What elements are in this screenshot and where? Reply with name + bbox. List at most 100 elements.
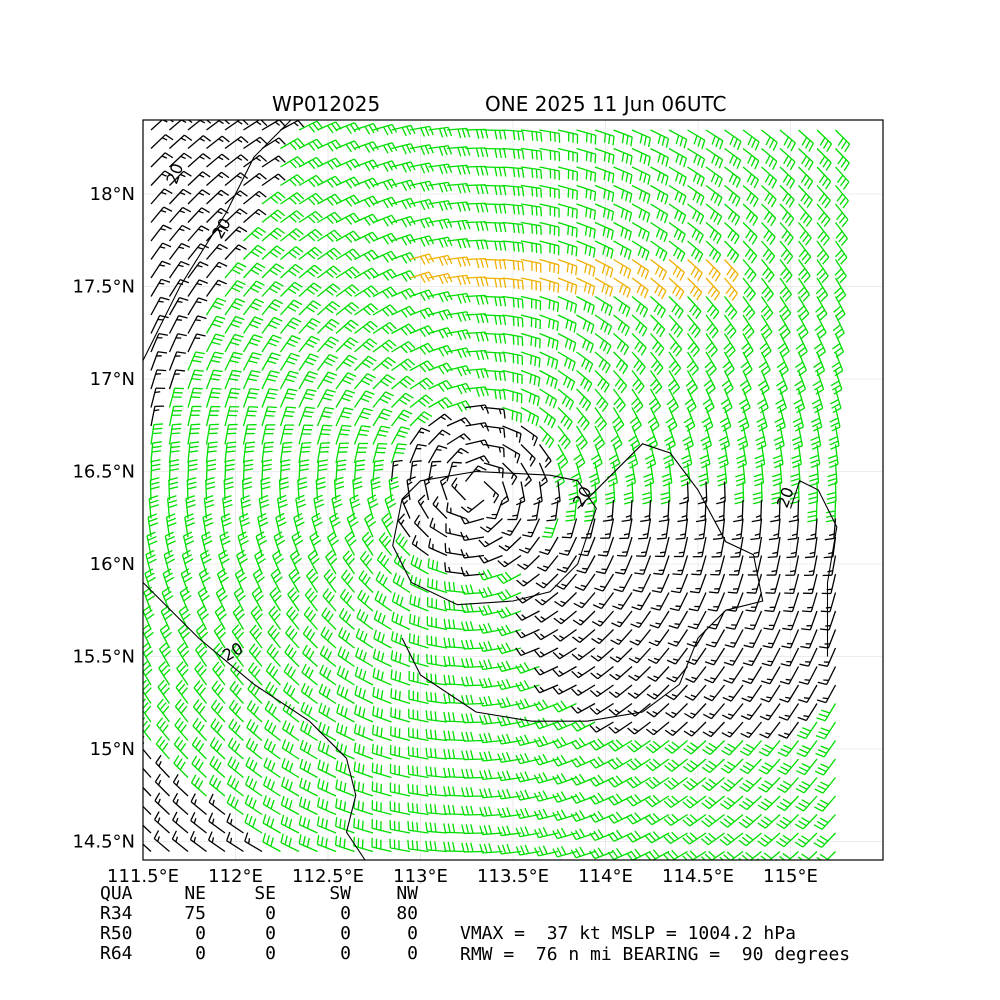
wind-barb bbox=[692, 536, 707, 558]
wind-barb bbox=[224, 297, 246, 316]
wind-barb bbox=[317, 265, 341, 279]
wind-barb bbox=[391, 392, 414, 408]
wind-barb bbox=[759, 703, 781, 721]
wind-barb bbox=[705, 629, 726, 648]
wind-barb bbox=[242, 334, 263, 353]
wind-barb bbox=[279, 406, 296, 427]
wind-barb bbox=[788, 499, 800, 523]
wind-barb bbox=[428, 413, 452, 427]
wind-barb bbox=[169, 152, 193, 168]
wind-barb bbox=[298, 406, 316, 427]
wind-barb bbox=[834, 203, 849, 228]
wind-barb bbox=[250, 605, 263, 630]
wind-barb bbox=[731, 518, 744, 541]
wind-barb bbox=[572, 610, 596, 626]
wind-barb bbox=[281, 776, 300, 797]
wind-barb bbox=[186, 477, 197, 501]
wind-barb bbox=[342, 550, 356, 575]
wind-barb bbox=[705, 277, 721, 301]
wind-barb bbox=[372, 196, 398, 209]
wind-barb bbox=[409, 253, 435, 265]
wind-barb bbox=[409, 217, 435, 229]
wind-barb bbox=[483, 221, 507, 233]
wind-barb bbox=[721, 721, 744, 738]
wind-barb bbox=[502, 277, 524, 290]
wind-barb bbox=[227, 737, 244, 760]
wind-barb bbox=[478, 641, 503, 652]
wind-barb bbox=[349, 494, 361, 519]
wind-barb bbox=[794, 832, 818, 848]
wind-barb bbox=[701, 777, 725, 792]
wind-barb bbox=[280, 263, 304, 279]
wind-barb bbox=[373, 629, 392, 649]
wind-barb bbox=[796, 740, 818, 758]
wind-barb bbox=[354, 159, 379, 172]
wind-barb bbox=[326, 531, 340, 556]
y-tick-label: 16.5°N bbox=[72, 462, 135, 483]
wind-barb bbox=[783, 592, 800, 613]
wind-barb bbox=[285, 625, 300, 649]
wind-barb bbox=[627, 684, 651, 699]
wind-barb bbox=[354, 666, 374, 686]
wind-barb bbox=[533, 665, 559, 676]
wind-barb bbox=[813, 351, 826, 377]
wind-barb bbox=[721, 740, 744, 756]
wind-barb bbox=[391, 323, 416, 336]
wind-barb bbox=[664, 776, 688, 790]
wind-barb bbox=[574, 573, 596, 591]
wind-barb bbox=[384, 494, 397, 519]
wind-barb bbox=[835, 148, 850, 172]
wind-barb bbox=[168, 477, 179, 501]
wind-barb bbox=[613, 221, 632, 241]
wind-barb bbox=[446, 502, 466, 520]
wind-barb bbox=[720, 758, 744, 774]
wind-barb bbox=[409, 443, 427, 464]
wind-barb bbox=[443, 730, 466, 742]
wind-barb bbox=[465, 202, 489, 213]
wind-barb bbox=[552, 754, 577, 767]
wind-barb bbox=[636, 536, 652, 557]
wind-barb bbox=[483, 277, 507, 288]
wind-barb bbox=[515, 610, 540, 621]
wind-barb bbox=[570, 773, 596, 786]
wind-barb bbox=[169, 188, 192, 205]
wind-barb bbox=[401, 494, 411, 519]
wind-barb bbox=[761, 222, 776, 246]
x-tick-label: 115°E bbox=[763, 866, 818, 887]
wind-barb bbox=[663, 849, 688, 860]
wind-barb bbox=[539, 129, 561, 143]
wind-barb bbox=[180, 568, 193, 593]
x-tick-label: 112.5°E bbox=[292, 866, 364, 887]
wind-barb bbox=[533, 684, 559, 694]
wind-barb bbox=[270, 568, 283, 593]
wind-barb bbox=[206, 207, 229, 223]
wind-barb bbox=[539, 295, 560, 312]
wind-barb bbox=[502, 369, 523, 385]
wind-barb bbox=[533, 699, 559, 712]
wind-barb bbox=[243, 208, 267, 223]
wind-barb bbox=[515, 789, 540, 801]
wind-barb bbox=[672, 555, 689, 576]
wind-barb bbox=[367, 494, 379, 519]
wind-barb bbox=[761, 166, 778, 189]
wind-barb bbox=[561, 518, 578, 539]
wind-barb bbox=[157, 679, 171, 704]
wind-barb bbox=[446, 433, 471, 446]
wind-barb bbox=[243, 136, 268, 150]
wind-barb bbox=[779, 203, 795, 227]
wind-barb bbox=[687, 240, 704, 263]
wind-barb bbox=[576, 258, 596, 277]
wind-barb bbox=[739, 740, 762, 757]
wind-barb bbox=[665, 684, 688, 701]
wind-barb bbox=[631, 184, 651, 204]
wind-barb bbox=[298, 796, 318, 816]
wind-barb bbox=[298, 441, 312, 464]
wind-barb bbox=[684, 388, 697, 414]
wind-barb bbox=[372, 374, 396, 390]
wind-barb bbox=[160, 605, 173, 630]
wind-barb bbox=[520, 351, 541, 368]
wind-barb bbox=[520, 203, 542, 217]
wind-barb bbox=[589, 756, 614, 769]
wind-barb bbox=[615, 555, 633, 575]
wind-barb bbox=[759, 333, 772, 358]
